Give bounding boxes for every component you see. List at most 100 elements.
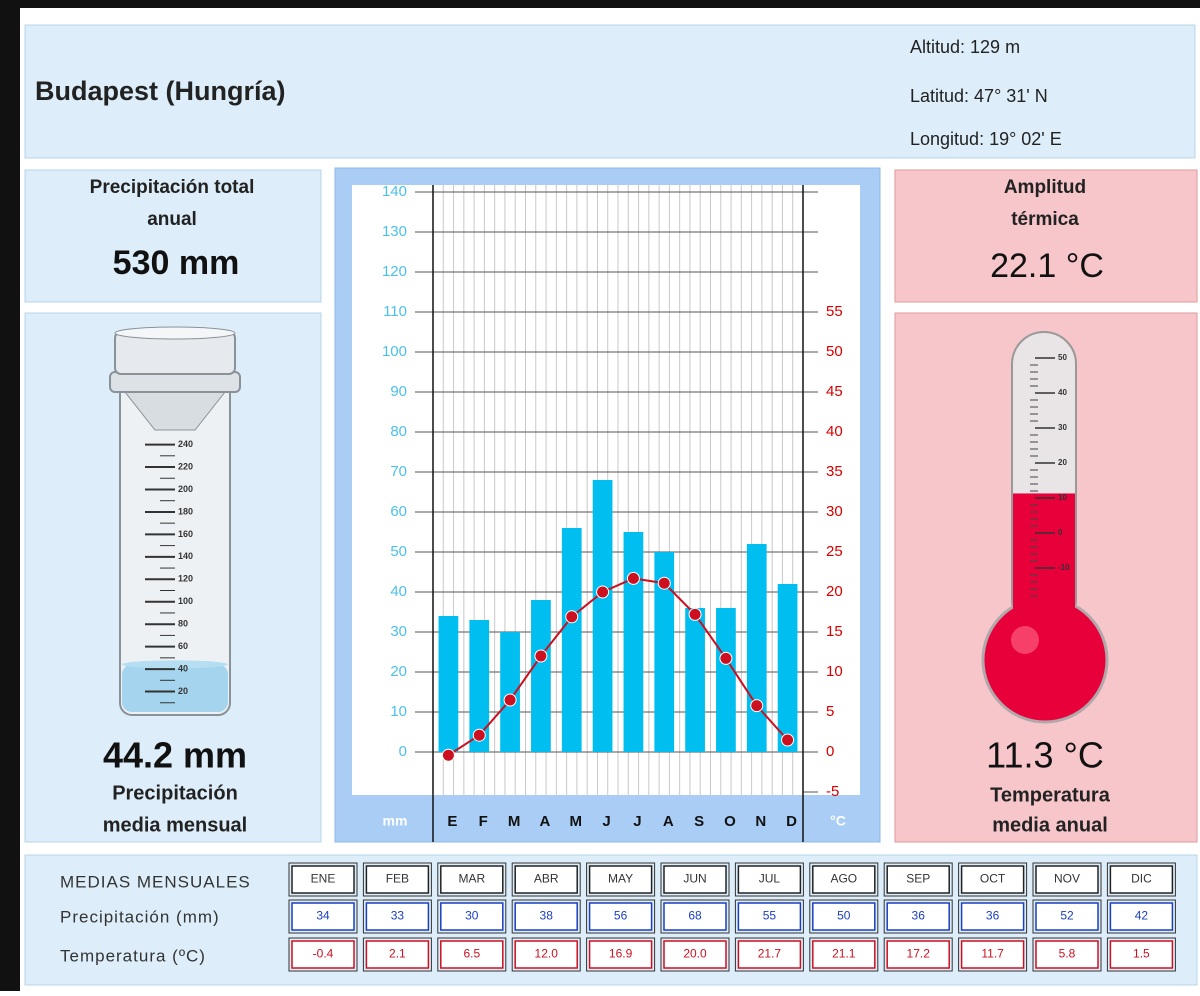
y-tick-label: 60: [390, 503, 407, 520]
table-value: 55: [763, 909, 777, 923]
table-value: 1.5: [1133, 947, 1150, 961]
gauge-tick-label: 160: [178, 529, 193, 539]
table-value: 20.0: [683, 947, 707, 961]
bar: [593, 480, 613, 752]
y2-tick-label: 20: [826, 583, 843, 600]
gauge-tick-label: 40: [178, 663, 188, 673]
table-value: SEP: [906, 872, 930, 886]
temperature-point: [504, 694, 516, 706]
temperature-point: [658, 577, 670, 589]
label: Precipitación total: [90, 177, 255, 198]
y-tick-label: 120: [382, 263, 407, 280]
gauge-tick-label: 120: [178, 574, 193, 584]
x-tick-label: J: [633, 813, 641, 830]
table-value: 6.5: [463, 947, 480, 961]
y2-tick-label: 30: [826, 503, 843, 520]
value: 22.1 °C: [990, 247, 1104, 285]
table-value: JUL: [759, 872, 781, 886]
value: 11.3 °C: [986, 735, 1104, 776]
y2-tick-label: 10: [826, 663, 843, 680]
table-value: 2.1: [389, 947, 406, 961]
gauge-tick-label: 80: [178, 619, 188, 629]
table-value: 5.8: [1059, 947, 1076, 961]
x-tick-label: O: [724, 813, 736, 830]
x-tick-label: A: [663, 813, 674, 830]
table-value: 12.0: [535, 947, 559, 961]
y-tick-label: 130: [382, 223, 407, 240]
thermo-tick-label: 0: [1058, 528, 1063, 537]
label: Amplitud: [1004, 177, 1086, 198]
table-value: 50: [837, 909, 851, 923]
x-tick-label: F: [479, 813, 488, 830]
table-value: MAR: [458, 872, 485, 886]
temperature-point: [473, 729, 485, 741]
label: anual: [147, 209, 197, 230]
bar: [747, 544, 767, 752]
table-value: 56: [614, 909, 628, 923]
table-value: 42: [1135, 909, 1149, 923]
thermo-tick-label: 50: [1058, 353, 1067, 362]
temperature-point: [566, 611, 578, 623]
gauge-tick-label: 60: [178, 641, 188, 651]
bar: [624, 532, 644, 752]
table-value: ABR: [534, 872, 559, 886]
table-value: 68: [688, 909, 702, 923]
label: Temperatura: [990, 784, 1111, 806]
y2-tick-label: -5: [826, 783, 839, 800]
axis-unit: °C: [830, 813, 846, 829]
y-tick-label: 50: [390, 543, 407, 560]
y-tick-label: 20: [390, 663, 407, 680]
x-tick-label: D: [786, 813, 797, 830]
thermo-tick-label: 20: [1058, 458, 1067, 467]
table-value: 36: [912, 909, 926, 923]
temperature-point: [597, 586, 609, 598]
x-tick-label: A: [539, 813, 550, 830]
thermo-tick-label: 10: [1058, 493, 1067, 502]
label: media mensual: [103, 814, 248, 836]
table-value: 52: [1060, 909, 1074, 923]
y2-tick-label: 45: [826, 383, 843, 400]
gauge-tick-label: 20: [178, 686, 188, 696]
row-label: Temperatura (ºC): [60, 946, 206, 965]
y2-tick-label: 0: [826, 743, 834, 760]
table-value: MAY: [608, 872, 633, 886]
x-tick-label: J: [602, 813, 610, 830]
table-value: 17.2: [907, 947, 931, 961]
bar: [685, 608, 705, 752]
gauge-rim: [115, 327, 235, 339]
gauge-water: [122, 664, 228, 712]
info: Latitud: 47° 31' N: [910, 86, 1048, 106]
row-label: Precipitación (mm): [60, 907, 220, 926]
temperature-point: [782, 734, 794, 746]
temperature-point: [720, 652, 732, 664]
table-value: FEB: [386, 872, 409, 886]
rain-gauge: [110, 327, 240, 715]
y-tick-label: 110: [383, 303, 407, 320]
temperature-point: [442, 749, 454, 761]
y-tick-label: 80: [390, 423, 407, 440]
bar: [439, 616, 459, 752]
table-value: 33: [391, 909, 405, 923]
axis-unit: mm: [383, 813, 408, 829]
gauge-tick-label: 140: [178, 551, 193, 561]
y-tick-label: 70: [390, 463, 407, 480]
y-tick-label: 40: [390, 583, 407, 600]
table-value: -0.4: [313, 947, 334, 961]
info: Longitud: 19° 02' E: [910, 129, 1062, 149]
table-value: JUN: [683, 872, 706, 886]
y-tick-label: 30: [390, 623, 407, 640]
row-label: MEDIAS MENSUALES: [60, 872, 251, 891]
gauge-water-surface: [122, 660, 228, 668]
label: térmica: [1011, 209, 1079, 230]
y2-tick-label: 5: [826, 703, 834, 720]
x-tick-label: M: [570, 813, 583, 830]
table-value: 21.1: [832, 947, 856, 961]
x-tick-label: N: [755, 813, 766, 830]
label: media anual: [992, 814, 1108, 836]
x-tick-label: S: [694, 813, 704, 830]
table-value: 21.7: [758, 947, 782, 961]
table-value: NOV: [1054, 872, 1080, 886]
bar: [778, 584, 798, 752]
temperature-point: [535, 650, 547, 662]
bar: [500, 632, 520, 752]
